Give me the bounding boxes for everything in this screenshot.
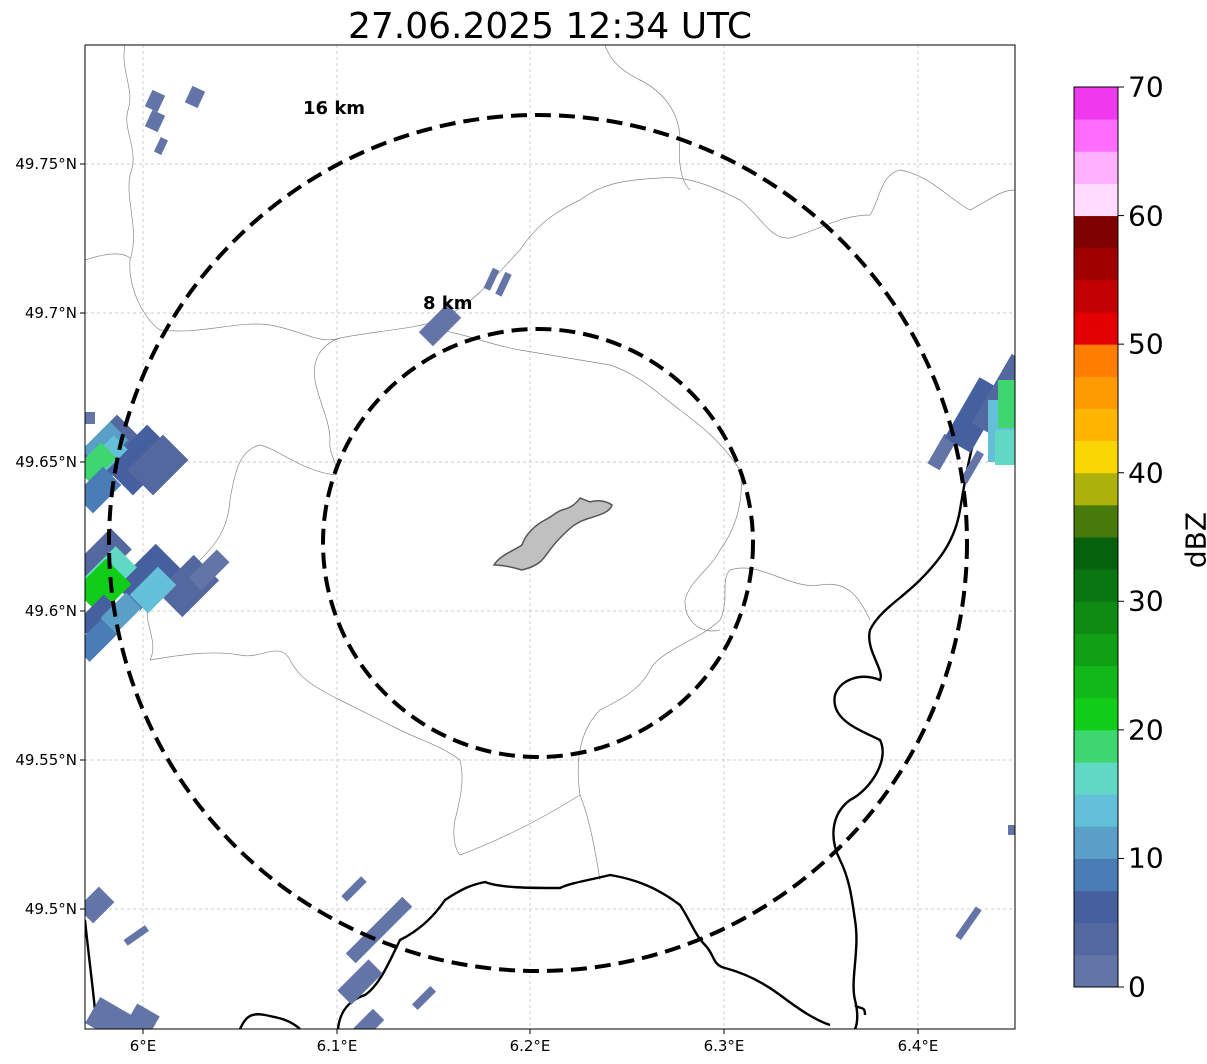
colorbar-segment bbox=[1074, 119, 1118, 152]
lat-label: 49.55°N bbox=[15, 751, 77, 769]
colorbar-segment bbox=[1074, 247, 1118, 281]
map-frame bbox=[84, 44, 1016, 1030]
colorbar-segment bbox=[1074, 151, 1118, 184]
lon-label: 6.4°E bbox=[897, 1037, 939, 1055]
colorbar-tick: 30 bbox=[1128, 584, 1164, 618]
colorbar-segment bbox=[1074, 729, 1118, 763]
lat-label: 49.65°N bbox=[15, 453, 77, 471]
city-outline bbox=[492, 497, 613, 571]
colorbar bbox=[1074, 86, 1124, 988]
colorbar-segment bbox=[1074, 794, 1118, 827]
ring-label-16km: 16 km bbox=[303, 98, 366, 119]
colorbar-segment bbox=[1074, 183, 1118, 217]
ring-label-8km: 8 km bbox=[423, 293, 473, 314]
colorbar-segment bbox=[1074, 762, 1118, 795]
colorbar-segment bbox=[1074, 472, 1118, 506]
colorbar-segment bbox=[1074, 601, 1118, 634]
national-border bbox=[85, 369, 1015, 1029]
map-title: 27.06.2025 12:34 UTC bbox=[347, 6, 753, 47]
colorbar-tick: 0 bbox=[1128, 970, 1146, 1004]
colorbar-tick: 60 bbox=[1128, 199, 1164, 233]
lat-label: 49.75°N bbox=[15, 155, 77, 173]
radar-echoes bbox=[85, 85, 1015, 1029]
lat-label: 49.6°N bbox=[24, 602, 77, 620]
colorbar-segment bbox=[1074, 87, 1118, 120]
lon-label: 6°E bbox=[129, 1037, 157, 1055]
colorbar-segment bbox=[1074, 537, 1118, 570]
colorbar-segment bbox=[1074, 826, 1118, 859]
colorbar-segment bbox=[1074, 569, 1118, 602]
lon-label: 6.1°E bbox=[316, 1037, 358, 1055]
colorbar-tick: 70 bbox=[1128, 70, 1164, 104]
lat-label: 49.5°N bbox=[24, 900, 77, 918]
colorbar-segment bbox=[1074, 344, 1118, 377]
range-rings bbox=[107, 113, 969, 973]
colorbar-tick: 40 bbox=[1128, 456, 1164, 490]
colorbar-segment bbox=[1074, 922, 1118, 956]
colorbar-segment bbox=[1074, 665, 1118, 699]
colorbar-segment bbox=[1074, 633, 1118, 667]
colorbar-segment bbox=[1074, 312, 1118, 345]
colorbar-label: dBZ bbox=[1179, 511, 1207, 569]
colorbar-segment bbox=[1074, 215, 1118, 249]
colorbar-segment bbox=[1074, 279, 1118, 313]
colorbar-tick: 20 bbox=[1128, 713, 1164, 747]
colorbar-segment bbox=[1074, 440, 1118, 474]
colorbar-tick: 50 bbox=[1128, 327, 1164, 361]
colorbar-segment bbox=[1074, 376, 1118, 409]
lon-label: 6.2°E bbox=[509, 1037, 551, 1055]
lat-label: 49.7°N bbox=[24, 304, 77, 322]
colorbar-segment bbox=[1074, 954, 1118, 988]
colorbar-segment bbox=[1074, 697, 1118, 731]
colorbar-segment bbox=[1074, 408, 1118, 442]
colorbar-segment bbox=[1074, 890, 1118, 924]
admin-boundaries bbox=[85, 45, 1015, 881]
colorbar-tick: 10 bbox=[1128, 841, 1164, 875]
lon-label: 6.3°E bbox=[703, 1037, 745, 1055]
colorbar-frame bbox=[1073, 86, 1119, 988]
colorbar-segment bbox=[1074, 504, 1118, 538]
colorbar-segment bbox=[1074, 858, 1118, 892]
